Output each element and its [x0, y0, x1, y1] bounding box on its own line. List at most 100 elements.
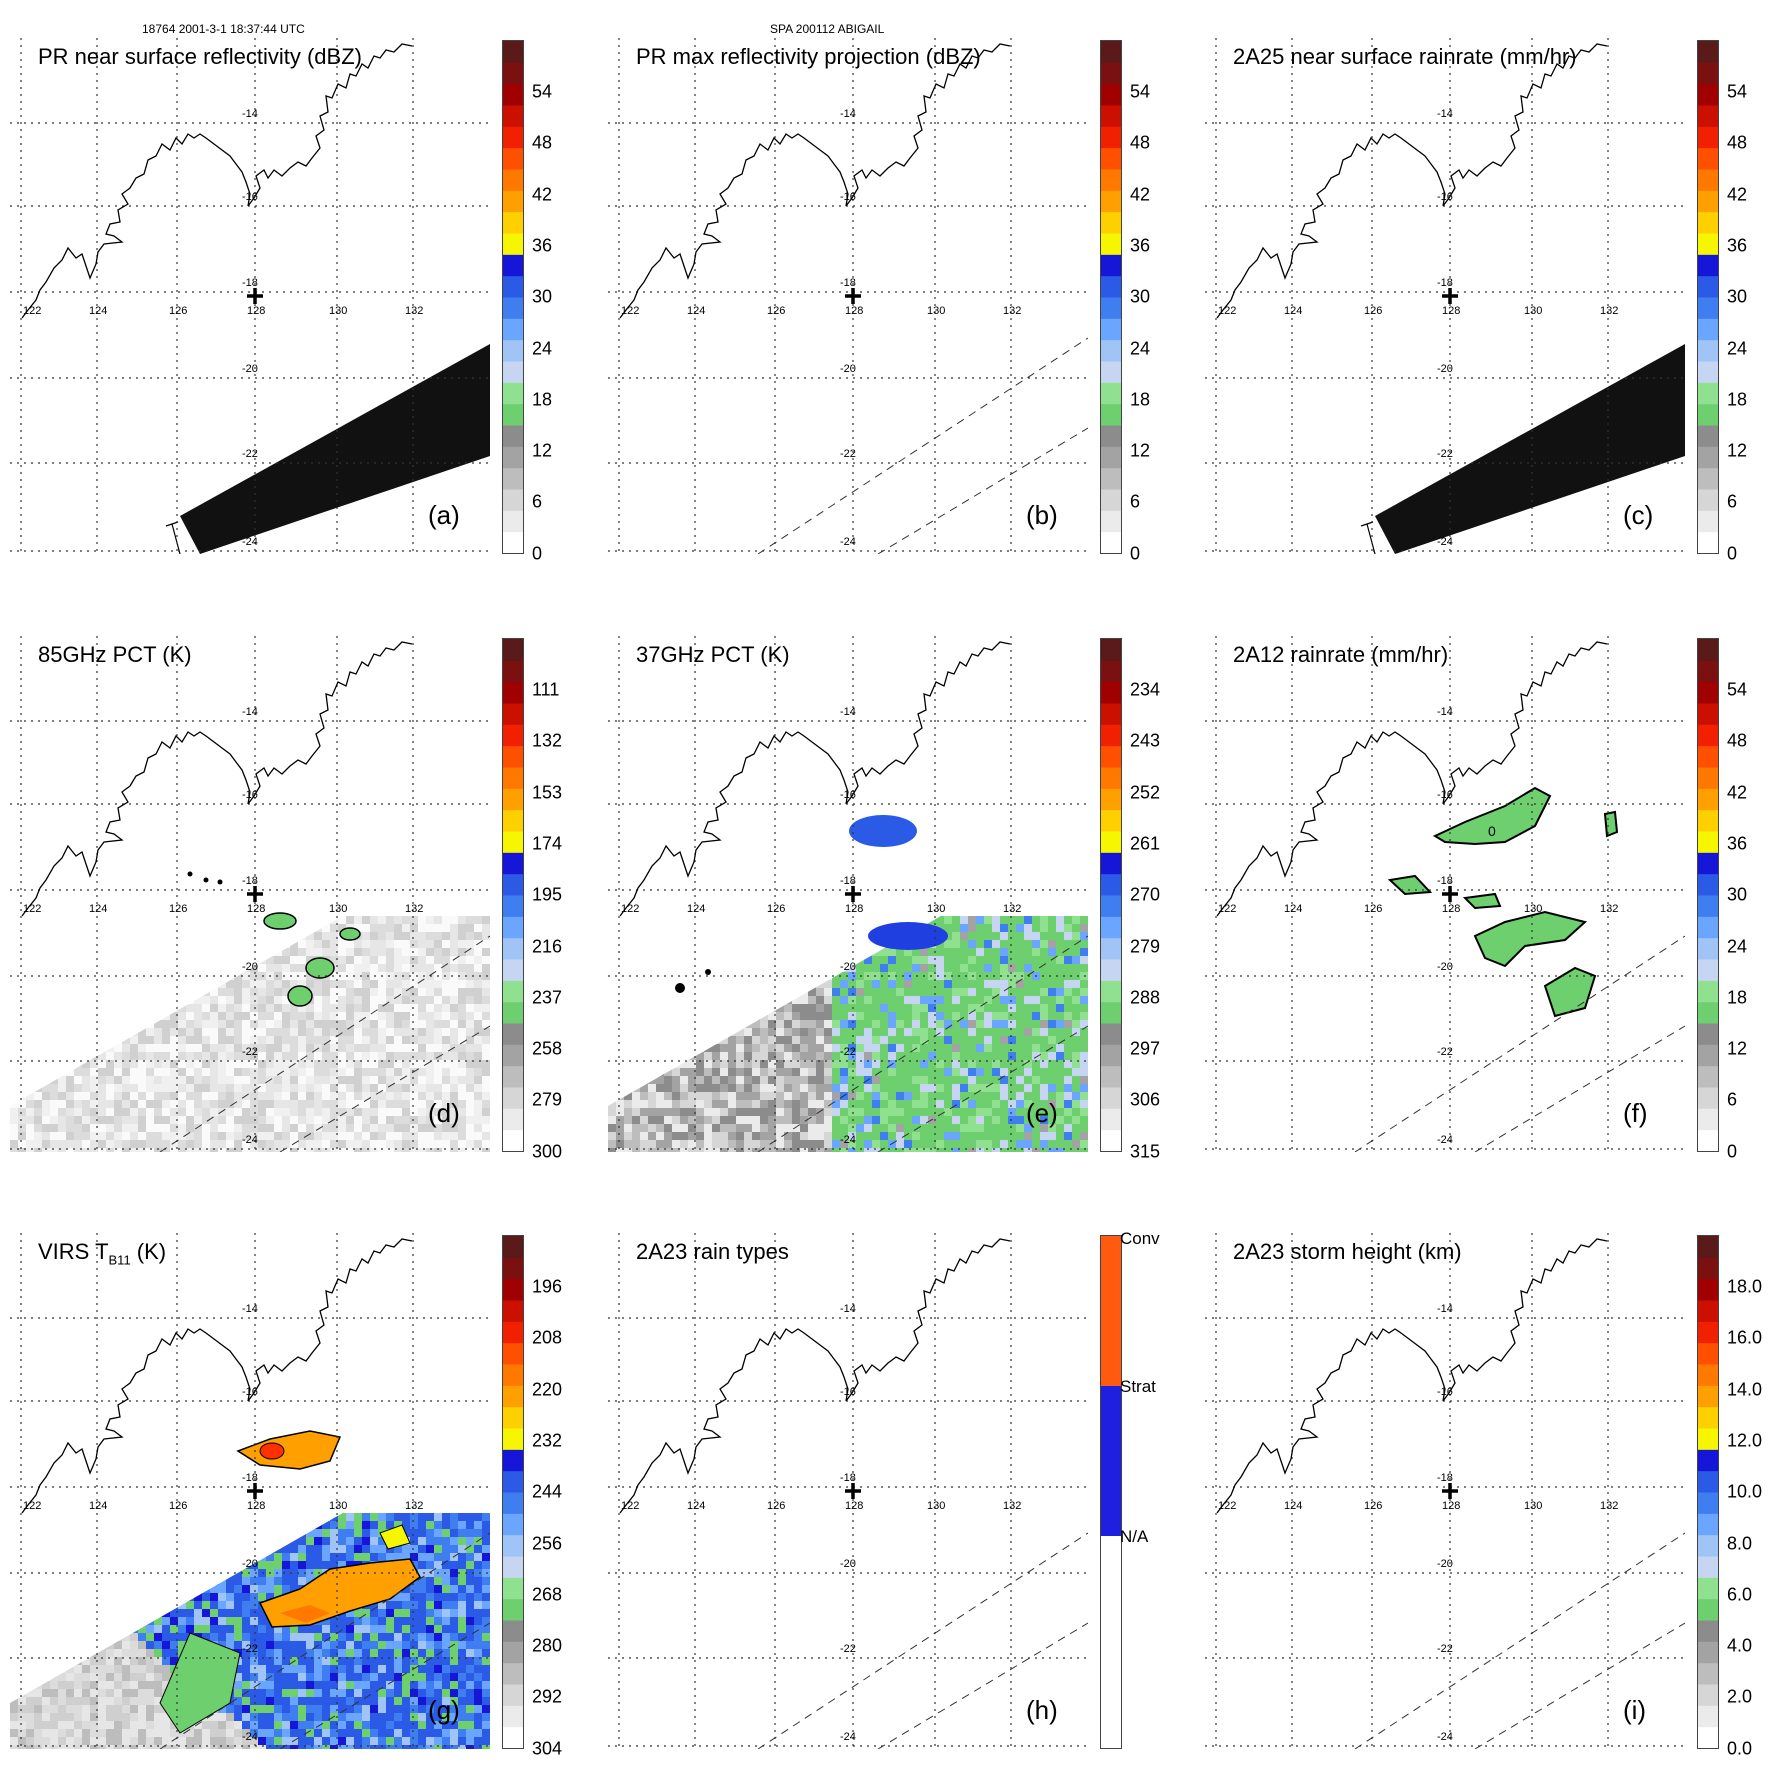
storm-header: SPA 200112 ABIGAIL [770, 22, 885, 36]
lat-label: -24 [1437, 1134, 1453, 1146]
lon-label: 128 [1442, 305, 1460, 317]
lon-label: 132 [1003, 305, 1021, 317]
colorbar-tick-label: 48 [1727, 132, 1748, 153]
colorbar-ticks: 54 48 42 36 30 24 18 12 6 0 [1727, 636, 1771, 1162]
lon-label: 126 [1364, 1500, 1382, 1512]
colorbar-tick-label: 30 [1727, 286, 1748, 307]
coastline [619, 641, 1011, 917]
lat-label: -14 [242, 108, 258, 120]
lon-label: 130 [1524, 305, 1542, 317]
colorbar-tick-label: 288 [1130, 987, 1161, 1008]
lat-label: -24 [242, 1731, 258, 1743]
colorbar-tick-label: 36 [1130, 235, 1151, 256]
lat-label: -14 [242, 1303, 258, 1315]
storm-center-marker [1442, 288, 1458, 304]
lat-lon-grid [1205, 636, 1685, 1152]
panel-label: (a) [428, 500, 460, 530]
lon-label: 126 [767, 305, 785, 317]
lon-label: 126 [767, 1500, 785, 1512]
lat-lon-grid [1205, 38, 1685, 554]
panel-label: (d) [428, 1098, 460, 1128]
lat-label: -18 [242, 277, 258, 289]
colorbar-tick-label: 24 [1727, 936, 1748, 956]
lon-label: 126 [169, 903, 187, 915]
colorbar-tick-label: 6 [1727, 1089, 1738, 1110]
colorbar [1100, 1235, 1122, 1749]
colorbar-tick-label: 12 [1727, 1038, 1748, 1059]
lat-lon-grid [10, 1233, 490, 1749]
colorbar-tick-label: 297 [1130, 1038, 1161, 1059]
lat-label: -22 [840, 448, 856, 460]
panel-label: (f) [1623, 1098, 1648, 1128]
colorbar-tick-label: 42 [1727, 782, 1748, 803]
panel-label: (h) [1026, 1695, 1058, 1725]
lon-label: 124 [687, 903, 705, 915]
storm-center-marker [1442, 1483, 1458, 1499]
colorbar-tick-label: 258 [532, 1038, 563, 1059]
lon-label: 124 [1284, 1500, 1302, 1512]
lon-label: 132 [1600, 305, 1618, 317]
lat-label: -14 [840, 706, 856, 718]
lon-label: 132 [1600, 903, 1618, 915]
lat-lon-grid [10, 38, 490, 554]
lat-lon-grid [608, 38, 1088, 554]
colorbar [1100, 40, 1122, 554]
colorbar-tick-label: 306 [1130, 1089, 1161, 1110]
lat-label: -24 [242, 536, 258, 548]
lon-label: 126 [1364, 305, 1382, 317]
lat-label: -14 [840, 108, 856, 120]
lat-label: -20 [242, 961, 258, 973]
colorbar [502, 40, 524, 554]
rain-type-label: Strat [1120, 1377, 1156, 1396]
lon-label: 122 [621, 305, 639, 317]
colorbar-tick-label: 234 [1130, 679, 1161, 700]
colorbar-tick-label: 243 [1130, 730, 1161, 751]
lon-label: 132 [1003, 1500, 1021, 1512]
lat-label: -24 [1437, 1731, 1453, 1743]
colorbar-tick-label: 252 [1130, 782, 1161, 803]
colorbar-tick-label: 279 [532, 1089, 563, 1110]
coastline [1216, 641, 1608, 917]
swath-edge-line [1474, 1622, 1685, 1749]
panel-label: (e) [1026, 1098, 1058, 1128]
lat-label: -24 [840, 1134, 856, 1146]
grid-labels: 122 124 126 128 130 132-14-16-18-20-22-24 [1218, 1303, 1618, 1743]
lon-label: 132 [405, 903, 423, 915]
colorbar-tick-label: 24 [532, 338, 553, 358]
swath-edge-line [877, 1622, 1088, 1749]
colorbar-tick-label: 208 [532, 1327, 563, 1348]
contour-label: 0 [1488, 823, 1496, 839]
lon-label: 126 [169, 305, 187, 317]
coastline [21, 1238, 413, 1514]
lon-label: 128 [247, 903, 265, 915]
colorbar-tick-label: 280 [532, 1635, 563, 1656]
colorbar-tick-label: 42 [532, 184, 553, 205]
lat-label: -14 [1437, 706, 1453, 718]
colorbar-tick-label: 48 [1130, 132, 1151, 153]
colorbar-tick-label: 12.0 [1727, 1430, 1763, 1451]
lon-label: 124 [89, 903, 107, 915]
lat-label: -20 [1437, 961, 1453, 973]
lat-label: -18 [242, 1472, 258, 1484]
lat-label: -22 [242, 1643, 258, 1655]
coastline [1216, 43, 1608, 319]
colorbar-tick-label: 195 [532, 884, 563, 905]
lon-label: 124 [1284, 903, 1302, 915]
storm-center-marker [247, 288, 263, 304]
lon-label: 130 [329, 1500, 347, 1512]
lat-label: -20 [840, 1558, 856, 1570]
colorbar-tick-label: 12 [532, 440, 553, 461]
colorbar-tick-label: 256 [532, 1533, 563, 1553]
storm-center-marker [247, 886, 263, 902]
colorbar-tick-label: 18 [532, 389, 553, 410]
lon-label: 124 [89, 1500, 107, 1512]
map-area: 0 122 124 126 128 130 132 -14 -16 -18 -20 -22 -24 [1205, 636, 1685, 1152]
lon-label: 130 [927, 903, 945, 915]
lat-label: -22 [242, 448, 258, 460]
lon-label: 130 [329, 903, 347, 915]
colorbar-tick-label: 14.0 [1727, 1379, 1763, 1400]
colorbar-ticks: 54 48 42 36 30 24 18 12 6 0 [1130, 38, 1190, 564]
colorbar-tick-label: 18.0 [1727, 1276, 1763, 1297]
rain-type-label: N/A [1120, 1527, 1149, 1546]
grid-labels: 122 124 126 128 130 132-14-16-18-20-22-24 [621, 1303, 1021, 1743]
